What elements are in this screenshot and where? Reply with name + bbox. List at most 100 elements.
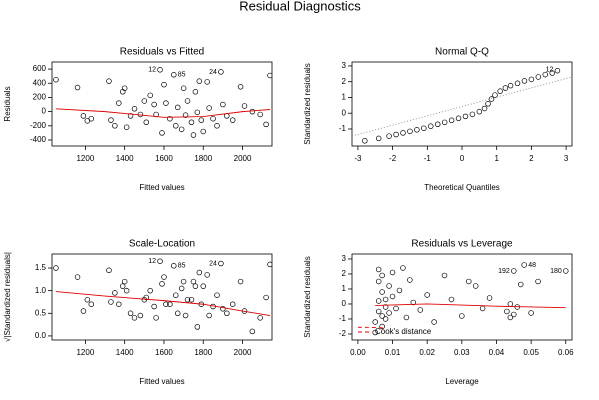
point	[448, 117, 455, 124]
y-axis-label: Standardized residuals	[303, 256, 312, 337]
point	[167, 301, 173, 307]
point	[362, 138, 368, 144]
point	[194, 324, 201, 330]
point	[106, 267, 112, 274]
point	[220, 101, 226, 108]
point	[84, 296, 91, 303]
x-tick-label: 0.06	[558, 348, 574, 357]
plot-area	[53, 258, 272, 335]
point	[497, 88, 503, 94]
x-tick-label: 0.00	[350, 348, 366, 357]
point	[441, 119, 448, 126]
point	[448, 296, 455, 303]
y-tick-label: -200	[30, 121, 47, 130]
y-tick-label: 400	[33, 78, 47, 87]
y-tick-label: 2	[342, 269, 347, 278]
point	[507, 314, 514, 321]
point-label: 12	[148, 258, 156, 265]
point	[151, 303, 157, 310]
point-label: 192	[498, 268, 510, 275]
y-tick-label: -1	[339, 314, 347, 323]
line	[352, 76, 572, 137]
point	[200, 283, 207, 289]
point	[218, 260, 224, 267]
point	[157, 258, 163, 264]
point	[421, 125, 427, 131]
point	[237, 84, 244, 90]
line	[357, 326, 386, 329]
point	[462, 113, 469, 120]
y-tick-label: 0	[42, 107, 47, 116]
y-tick-label: 1.5	[35, 263, 47, 272]
panel-title: Residuals vs Leverage	[411, 239, 513, 250]
point	[88, 115, 95, 122]
point	[549, 70, 555, 76]
point	[214, 292, 220, 298]
x-tick-label: 0.05	[523, 348, 539, 357]
x-tick-label: 0.03	[454, 348, 470, 357]
point	[106, 78, 112, 84]
point	[180, 85, 187, 91]
point	[174, 104, 181, 111]
point	[382, 304, 389, 310]
point	[517, 281, 524, 288]
x-tick-label: -1	[424, 154, 432, 163]
point	[206, 312, 212, 319]
x-tick-label: -3	[354, 154, 362, 163]
point	[382, 316, 389, 322]
point	[375, 298, 382, 304]
point	[249, 108, 256, 115]
point	[127, 113, 134, 119]
plot-area	[352, 67, 572, 144]
point	[153, 315, 159, 321]
point-label: 24	[209, 69, 217, 76]
point-label: 12	[148, 67, 156, 74]
point	[190, 132, 197, 138]
point	[147, 92, 153, 99]
point	[204, 272, 210, 278]
x-tick-label: 2000	[234, 154, 252, 163]
point	[108, 117, 114, 123]
point	[511, 268, 517, 274]
point	[417, 307, 424, 313]
point	[229, 301, 236, 307]
point	[173, 292, 179, 298]
point	[192, 283, 199, 289]
line	[375, 303, 566, 309]
point	[204, 79, 210, 85]
point	[511, 311, 517, 318]
line	[55, 291, 271, 317]
x-tick-label: 1200	[76, 154, 94, 163]
point	[535, 74, 542, 80]
point	[469, 111, 476, 118]
point	[108, 299, 114, 305]
point	[229, 117, 236, 123]
point	[379, 289, 385, 295]
x-tick-label: 0.04	[489, 348, 505, 357]
point	[198, 117, 205, 123]
x-tick-label: 3	[564, 154, 569, 163]
panel-title: Residuals vs Fitted	[120, 47, 204, 58]
point	[173, 123, 179, 129]
x-tick-label: 0.01	[385, 348, 401, 357]
point	[167, 115, 173, 122]
point	[116, 100, 122, 106]
point-label: 12	[546, 67, 554, 74]
point	[123, 287, 130, 294]
point	[372, 319, 378, 325]
x-axis-label: Fitted values	[139, 183, 184, 192]
point	[141, 98, 148, 104]
x-axis-label: Fitted values	[139, 377, 184, 386]
x-tick-label: 1800	[194, 154, 212, 163]
point	[263, 294, 269, 301]
point	[53, 265, 59, 271]
point	[88, 301, 95, 307]
point	[486, 295, 493, 301]
point	[119, 283, 126, 289]
point	[535, 278, 541, 285]
point	[507, 82, 514, 89]
point	[400, 265, 406, 271]
plot-area	[53, 67, 272, 138]
point	[431, 319, 437, 325]
